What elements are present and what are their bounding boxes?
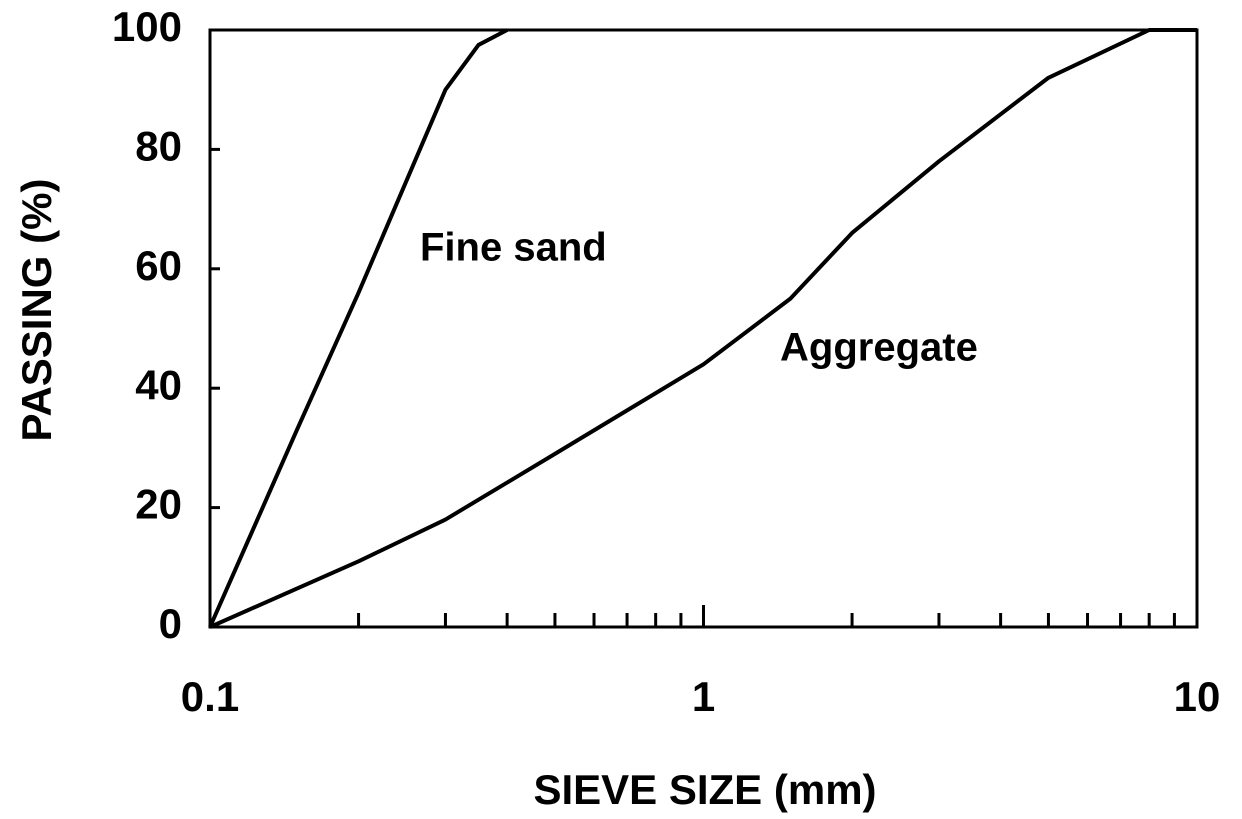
x-tick-label: 0.1	[181, 673, 239, 720]
x-tick-label: 10	[1174, 673, 1221, 720]
series-line	[208, 28, 509, 628]
y-tick-label: 80	[135, 122, 182, 169]
series-line	[209, 28, 1197, 629]
x-tick-label: 1	[692, 673, 715, 720]
y-tick-label: 0	[159, 600, 182, 647]
plot-frame	[208, 28, 1199, 629]
x-axis-label: SIEVE SIZE (mm)	[533, 766, 876, 813]
y-tick-label: 60	[135, 242, 182, 289]
y-axis-label: PASSING (%)	[13, 179, 60, 442]
series-label: Aggregate	[780, 326, 978, 370]
y-tick-label: 100	[112, 3, 182, 50]
y-tick-label: 20	[135, 481, 182, 528]
y-tick-label: 40	[135, 361, 182, 408]
series-label: Fine sand	[420, 226, 607, 270]
